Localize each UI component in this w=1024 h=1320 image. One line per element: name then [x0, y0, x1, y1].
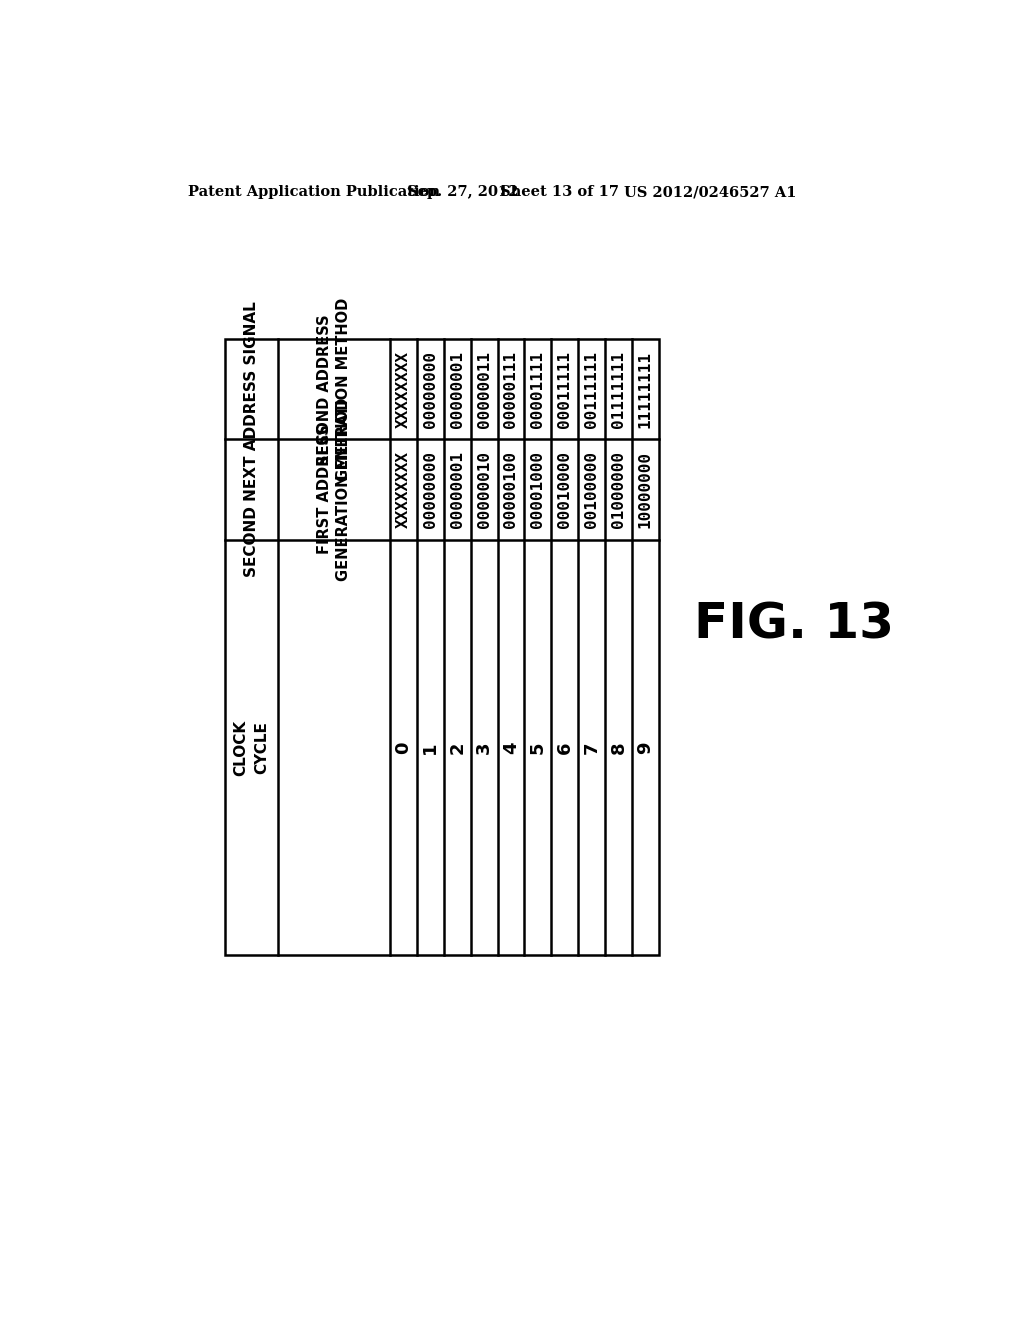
- Text: Patent Application Publication: Patent Application Publication: [188, 185, 440, 199]
- Text: 00000010: 00000010: [476, 451, 492, 528]
- Text: FIRST ADDRESS
GENERATION METHOD: FIRST ADDRESS GENERATION METHOD: [317, 397, 350, 581]
- Text: Sep. 27, 2012: Sep. 27, 2012: [407, 185, 518, 199]
- Text: XXXXXXXX: XXXXXXXX: [396, 451, 411, 528]
- Text: FIG. 13: FIG. 13: [693, 601, 894, 648]
- Text: 00000000: 00000000: [423, 451, 438, 528]
- Text: 00100000: 00100000: [584, 451, 599, 528]
- Text: 00000111: 00000111: [504, 351, 518, 428]
- Text: 01111111: 01111111: [611, 351, 626, 428]
- Text: 0: 0: [394, 742, 413, 754]
- Text: 8: 8: [609, 741, 628, 754]
- Text: 00000001: 00000001: [450, 451, 465, 528]
- Text: 00011111: 00011111: [557, 351, 572, 428]
- Text: 00000011: 00000011: [476, 351, 492, 428]
- Text: 00001000: 00001000: [530, 451, 546, 528]
- Text: 3: 3: [475, 742, 494, 754]
- Text: CLOCK
CYCLE: CLOCK CYCLE: [233, 719, 269, 776]
- Text: 4: 4: [502, 742, 520, 754]
- Text: 7: 7: [583, 742, 601, 754]
- Text: 00000100: 00000100: [504, 451, 518, 528]
- Text: Sheet 13 of 17: Sheet 13 of 17: [500, 185, 618, 199]
- Text: 00010000: 00010000: [557, 451, 572, 528]
- Text: SECOND NEXT ADDRESS SIGNAL: SECOND NEXT ADDRESS SIGNAL: [244, 301, 259, 577]
- Text: 00000000: 00000000: [423, 351, 438, 428]
- Text: 5: 5: [528, 742, 547, 754]
- Text: 10000000: 10000000: [638, 451, 653, 528]
- Text: 00111111: 00111111: [584, 351, 599, 428]
- Text: 9: 9: [637, 742, 654, 754]
- Text: 2: 2: [449, 742, 466, 754]
- Text: 1: 1: [421, 742, 439, 754]
- Text: SECOND ADDRESS
GENERATION METHOD: SECOND ADDRESS GENERATION METHOD: [317, 298, 350, 480]
- Text: 6: 6: [556, 742, 573, 754]
- Text: 00001111: 00001111: [530, 351, 546, 428]
- Text: 00000001: 00000001: [450, 351, 465, 428]
- Text: 01000000: 01000000: [611, 451, 626, 528]
- Text: XXXXXXXX: XXXXXXXX: [396, 351, 411, 428]
- Text: 11111111: 11111111: [638, 351, 653, 428]
- Text: US 2012/0246527 A1: US 2012/0246527 A1: [624, 185, 797, 199]
